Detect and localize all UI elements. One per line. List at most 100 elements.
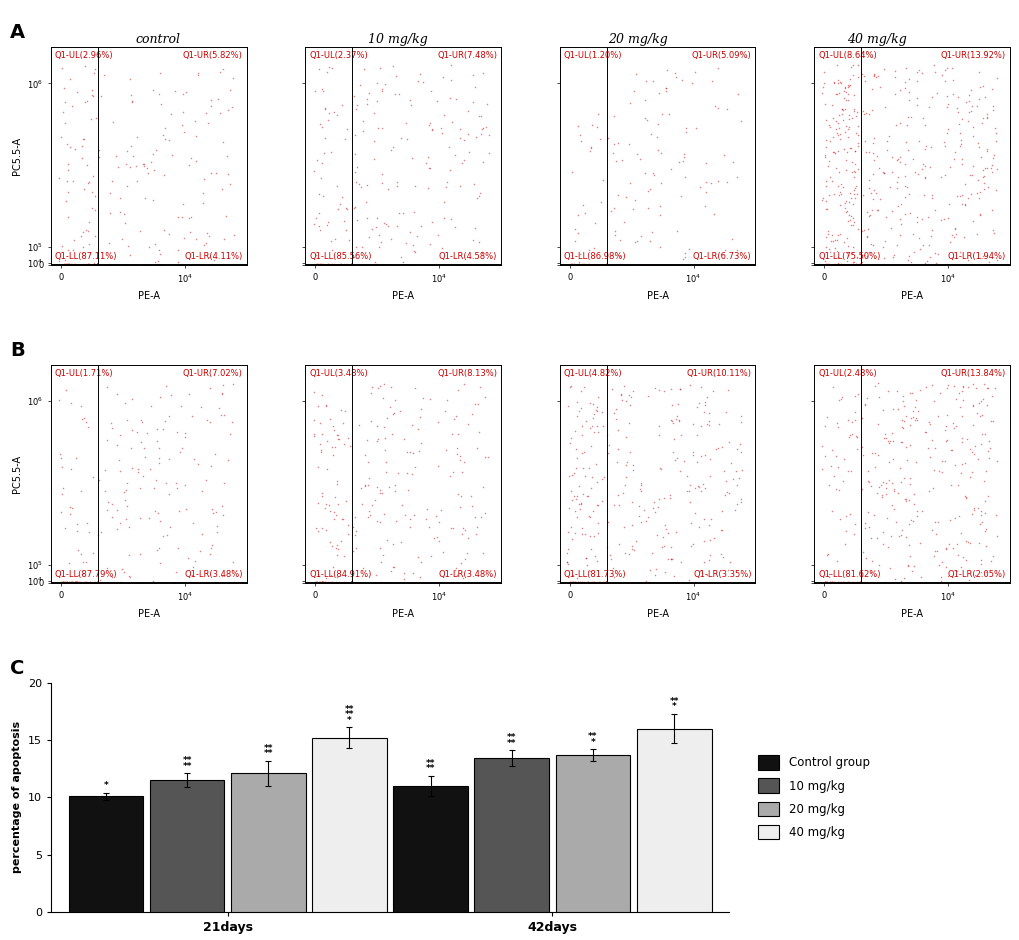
- Point: [825, 575, 842, 590]
- Point: [325, 258, 341, 273]
- Point: [82, 258, 98, 273]
- Point: [76, 258, 93, 273]
- Point: [75, 258, 92, 273]
- Point: [74, 575, 91, 590]
- Point: [587, 258, 603, 273]
- Point: [840, 258, 856, 273]
- Point: [879, 128, 896, 143]
- Point: [585, 258, 601, 273]
- Point: [826, 575, 843, 590]
- Point: [78, 575, 95, 590]
- Point: [329, 575, 345, 590]
- Point: [334, 575, 351, 590]
- Point: [307, 257, 323, 272]
- Point: [326, 258, 342, 273]
- Point: [838, 258, 854, 273]
- Point: [842, 575, 858, 590]
- Point: [841, 258, 857, 273]
- Point: [81, 575, 97, 590]
- Point: [659, 552, 676, 567]
- Point: [59, 185, 75, 200]
- Point: [841, 507, 857, 522]
- Point: [56, 258, 72, 273]
- Point: [564, 575, 580, 590]
- Point: [570, 575, 586, 590]
- Point: [75, 258, 92, 273]
- Point: [325, 258, 341, 273]
- Point: [84, 575, 100, 590]
- Point: [79, 258, 96, 273]
- Point: [83, 258, 99, 273]
- Point: [79, 575, 96, 590]
- Point: [833, 258, 849, 273]
- Point: [323, 575, 339, 590]
- Point: [908, 214, 924, 229]
- Point: [575, 258, 591, 273]
- Point: [945, 378, 961, 393]
- Point: [588, 258, 604, 273]
- Point: [324, 258, 340, 273]
- Point: [68, 575, 85, 590]
- Point: [334, 575, 351, 590]
- Point: [332, 258, 348, 273]
- Point: [902, 512, 918, 527]
- Point: [66, 575, 83, 590]
- Point: [873, 537, 890, 552]
- Point: [586, 258, 602, 273]
- Point: [332, 258, 348, 273]
- Point: [335, 575, 352, 590]
- Point: [337, 575, 354, 590]
- Point: [75, 258, 92, 273]
- Point: [79, 258, 96, 273]
- Point: [846, 575, 862, 590]
- Point: [592, 575, 608, 590]
- Point: [587, 258, 603, 273]
- Point: [401, 93, 418, 108]
- Point: [478, 258, 494, 273]
- Point: [590, 575, 606, 590]
- Point: [317, 575, 333, 590]
- Point: [593, 575, 609, 590]
- Point: [341, 257, 358, 272]
- Point: [81, 575, 97, 590]
- Point: [85, 258, 101, 273]
- Point: [330, 258, 346, 273]
- Point: [830, 575, 847, 590]
- Point: [562, 575, 579, 590]
- Point: [61, 258, 77, 273]
- Point: [836, 258, 852, 273]
- Point: [565, 575, 581, 590]
- Point: [342, 258, 359, 273]
- Point: [81, 258, 97, 273]
- Point: [85, 258, 101, 273]
- Point: [838, 258, 854, 273]
- Point: [581, 258, 597, 273]
- Point: [60, 575, 76, 590]
- Point: [838, 258, 854, 273]
- Point: [823, 258, 840, 273]
- Point: [79, 258, 96, 273]
- Point: [820, 258, 837, 273]
- Point: [843, 575, 859, 590]
- Point: [846, 575, 862, 590]
- Point: [324, 258, 340, 273]
- Point: [576, 258, 592, 273]
- Point: [311, 575, 327, 590]
- Point: [447, 258, 464, 273]
- Point: [331, 575, 347, 590]
- Point: [957, 94, 973, 109]
- Point: [57, 116, 73, 131]
- Point: [76, 575, 93, 590]
- Point: [330, 575, 346, 590]
- Point: [327, 575, 343, 590]
- Point: [829, 258, 846, 273]
- Point: [338, 575, 355, 590]
- Point: [84, 258, 100, 273]
- Point: [844, 258, 860, 273]
- Point: [330, 258, 346, 273]
- Point: [55, 575, 71, 590]
- Point: [588, 258, 604, 273]
- Point: [899, 142, 915, 157]
- Point: [846, 258, 862, 273]
- Point: [88, 575, 104, 590]
